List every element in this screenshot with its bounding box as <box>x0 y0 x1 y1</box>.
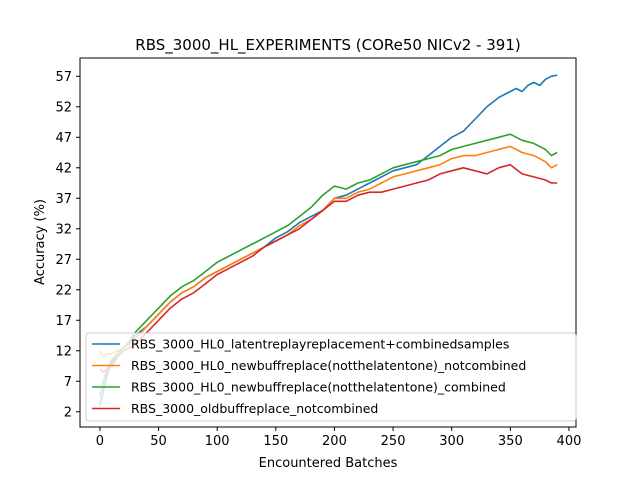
legend: RBS_3000_HL0_latentreplayreplacement+com… <box>85 332 577 422</box>
y-tick-label: 7 <box>64 375 72 390</box>
x-tick-label: 50 <box>150 434 167 449</box>
x-tick-label: 400 <box>557 434 582 449</box>
plot-frame <box>79 57 577 428</box>
y-axis-label: Accuracy (%) <box>33 199 48 285</box>
x-tick-label: 350 <box>498 434 523 449</box>
x-tick-label: 250 <box>381 434 406 449</box>
x-tick-label: 100 <box>205 434 230 449</box>
x-axis-ticks: 0 50 100 150 200 250 300 350 400 <box>96 427 582 449</box>
series-line-3 <box>99 133 558 397</box>
y-tick-label: 2 <box>64 405 72 420</box>
y-tick-label: 32 <box>55 222 72 237</box>
legend-box <box>85 332 577 422</box>
legend-label-4: RBS_3000_oldbuffreplace_notcombined <box>131 401 378 416</box>
x-tick-label: 0 <box>96 434 104 449</box>
x-tick-label: 200 <box>322 434 347 449</box>
legend-label-2: RBS_3000_HL0_newbuffreplace(notthelatent… <box>131 358 526 373</box>
y-tick-label: 27 <box>55 253 72 268</box>
y-tick-label: 17 <box>55 314 72 329</box>
y-tick-label: 57 <box>55 70 72 85</box>
y-tick-label: 22 <box>55 283 72 298</box>
legend-label-1: RBS_3000_HL0_latentreplayreplacement+com… <box>131 337 509 352</box>
y-tick-label: 47 <box>55 131 72 146</box>
y-tick-label: 52 <box>55 100 72 115</box>
chart-title: RBS_3000_HL_EXPERIMENTS (CORe50 NICv2 - … <box>135 36 520 55</box>
x-tick-label: 300 <box>439 434 464 449</box>
y-tick-label: 37 <box>55 192 72 207</box>
legend-label-3: RBS_3000_HL0_newbuffreplace(notthelatent… <box>131 380 506 395</box>
x-axis-label: Encountered Batches <box>259 456 398 471</box>
y-tick-label: 12 <box>55 344 72 359</box>
y-tick-label: 42 <box>55 161 72 176</box>
x-tick-label: 150 <box>263 434 288 449</box>
